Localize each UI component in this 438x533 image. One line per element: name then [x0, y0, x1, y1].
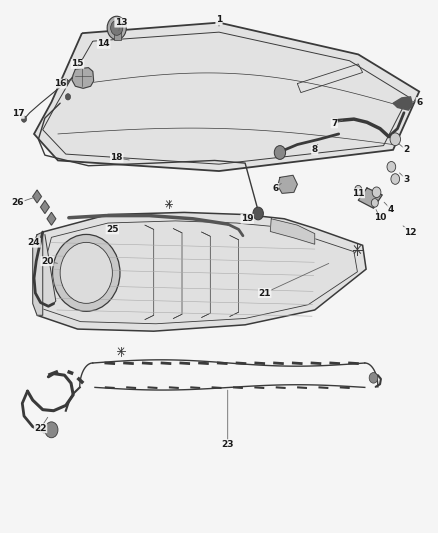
Text: 3: 3	[403, 174, 409, 183]
Polygon shape	[278, 175, 297, 193]
PathPatch shape	[34, 22, 419, 171]
Text: 17: 17	[12, 109, 24, 118]
Polygon shape	[270, 219, 315, 244]
Circle shape	[65, 94, 71, 100]
Text: 19: 19	[241, 214, 254, 223]
Text: 11: 11	[352, 189, 364, 198]
Circle shape	[390, 133, 400, 146]
Circle shape	[274, 146, 286, 159]
Circle shape	[63, 79, 68, 85]
Polygon shape	[33, 190, 42, 203]
Text: 8: 8	[311, 146, 318, 155]
Polygon shape	[33, 232, 43, 316]
Polygon shape	[358, 188, 382, 208]
Text: 21: 21	[258, 288, 271, 297]
Polygon shape	[41, 201, 49, 214]
Ellipse shape	[53, 235, 120, 311]
Text: 14: 14	[97, 39, 110, 49]
Polygon shape	[34, 232, 56, 306]
Text: 18: 18	[110, 154, 123, 163]
Text: 20: 20	[41, 257, 53, 265]
Circle shape	[21, 116, 27, 122]
Text: 10: 10	[374, 213, 386, 222]
Text: 12: 12	[404, 228, 417, 237]
Text: 2: 2	[403, 146, 409, 155]
Text: 24: 24	[28, 238, 40, 247]
Ellipse shape	[60, 243, 113, 303]
Polygon shape	[72, 68, 94, 88]
Circle shape	[371, 199, 378, 207]
Text: 25: 25	[106, 225, 119, 234]
Circle shape	[107, 16, 126, 39]
Text: 22: 22	[34, 424, 47, 433]
Text: 7: 7	[331, 119, 338, 128]
Circle shape	[387, 161, 396, 172]
Text: 16: 16	[54, 79, 67, 88]
Circle shape	[355, 185, 362, 194]
Circle shape	[253, 207, 263, 220]
Circle shape	[369, 373, 378, 383]
Text: 6: 6	[416, 98, 422, 107]
Text: 23: 23	[222, 440, 234, 449]
Text: 13: 13	[115, 18, 127, 27]
Circle shape	[111, 20, 123, 35]
Text: 15: 15	[71, 60, 84, 68]
Polygon shape	[47, 213, 56, 225]
Text: 4: 4	[388, 205, 394, 214]
Bar	[114, 29, 120, 39]
Circle shape	[391, 174, 399, 184]
Circle shape	[45, 422, 58, 438]
Polygon shape	[393, 97, 413, 110]
Text: 26: 26	[12, 198, 24, 207]
Circle shape	[372, 187, 381, 198]
Text: 6: 6	[272, 183, 279, 192]
Polygon shape	[33, 213, 366, 331]
Text: 1: 1	[216, 15, 222, 25]
